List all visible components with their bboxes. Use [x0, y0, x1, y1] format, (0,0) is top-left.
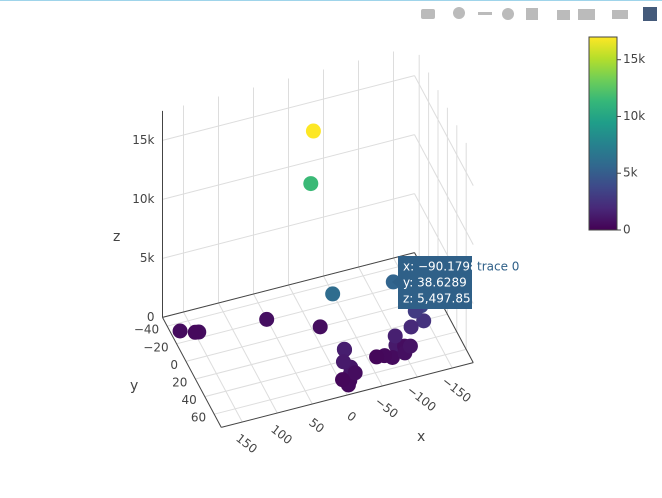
x-tick-label: 0: [344, 409, 359, 425]
colorbar-tick-label: 15k: [623, 52, 645, 66]
point: [416, 313, 432, 329]
x-grid-line: [218, 302, 278, 414]
z-tick-label: 5k: [140, 251, 155, 265]
x-tick-label: 50: [306, 415, 327, 435]
point: [402, 338, 418, 354]
z-grid-line: [414, 75, 474, 186]
z-tick-label: 10k: [132, 192, 154, 206]
hover-text: y: 38.6289: [403, 276, 467, 290]
hover-text: x: −90.1798: [403, 260, 478, 274]
z-axis-title: z: [113, 229, 120, 245]
point: [369, 349, 385, 365]
x-tick-label: −50: [372, 394, 401, 421]
scene: −150−100−50050100150−40−20020406005k10k1…: [132, 51, 474, 456]
point: [335, 354, 351, 370]
point: [259, 311, 275, 327]
x-axis-title: x: [417, 429, 425, 445]
point: [387, 328, 403, 344]
camera-button[interactable]: [421, 9, 435, 19]
hover-trace-name: trace 0: [477, 260, 519, 274]
pan-button[interactable]: [478, 12, 492, 15]
point: [303, 176, 319, 192]
reset-button[interactable]: [557, 10, 570, 20]
y-grid-line: [185, 296, 439, 362]
y-tick-label: −40: [134, 323, 159, 337]
hover-box: [398, 256, 472, 309]
colorbar-tick-label: 0: [623, 223, 631, 237]
point: [347, 365, 363, 381]
z-grid-line: [162, 193, 415, 259]
logo-button[interactable]: [643, 7, 657, 21]
point: [325, 286, 341, 302]
zoom-button[interactable]: [453, 7, 465, 19]
y-tick-label: 40: [182, 393, 197, 407]
camera-reset-button[interactable]: [578, 9, 595, 20]
orbit-button[interactable]: [502, 8, 514, 20]
x-tick-label: −150: [439, 374, 474, 405]
y-tick-label: −20: [143, 340, 168, 354]
z-tick-label: 15k: [132, 133, 154, 147]
turntable-button[interactable]: [526, 8, 538, 20]
axis-line: [162, 317, 222, 428]
modebar: [421, 7, 657, 21]
point: [403, 319, 419, 335]
y-tick-label: 20: [172, 376, 187, 390]
colorbar-tick-label: 5k: [623, 166, 638, 180]
hover-button[interactable]: [612, 10, 628, 19]
point: [187, 324, 203, 340]
axis-line: [221, 362, 474, 428]
x-grid-line: [253, 293, 313, 405]
x-tick-label: −100: [404, 383, 439, 414]
colorbar: 0 5k 10k 15k: [588, 36, 645, 237]
hover-pointer: [392, 277, 398, 287]
x-tick-label: 150: [233, 431, 260, 456]
colorbar-fill: [588, 36, 618, 231]
point: [336, 341, 352, 357]
x-tick-label: 100: [268, 422, 295, 447]
y-axis-title: y: [130, 378, 138, 394]
y-grid-line: [167, 260, 420, 327]
z-grid-line: [162, 75, 415, 141]
y-tick-label: 0: [170, 358, 178, 372]
hover-label: x: −90.1798 y: 38.6289 z: 5,497.85 trace…: [392, 256, 519, 309]
hover-text: z: 5,497.85: [403, 292, 471, 306]
axis-line: [162, 252, 415, 318]
point: [172, 323, 188, 339]
point: [312, 319, 328, 335]
colorbar-tick-label: 10k: [623, 109, 645, 123]
z-tick-label: 0: [147, 310, 155, 324]
y-grid-line: [176, 278, 429, 345]
z-grid-line: [414, 134, 474, 245]
point: [335, 372, 351, 388]
point: [305, 123, 321, 139]
y-tick-label: 60: [191, 411, 206, 425]
z-grid-line: [162, 134, 415, 200]
